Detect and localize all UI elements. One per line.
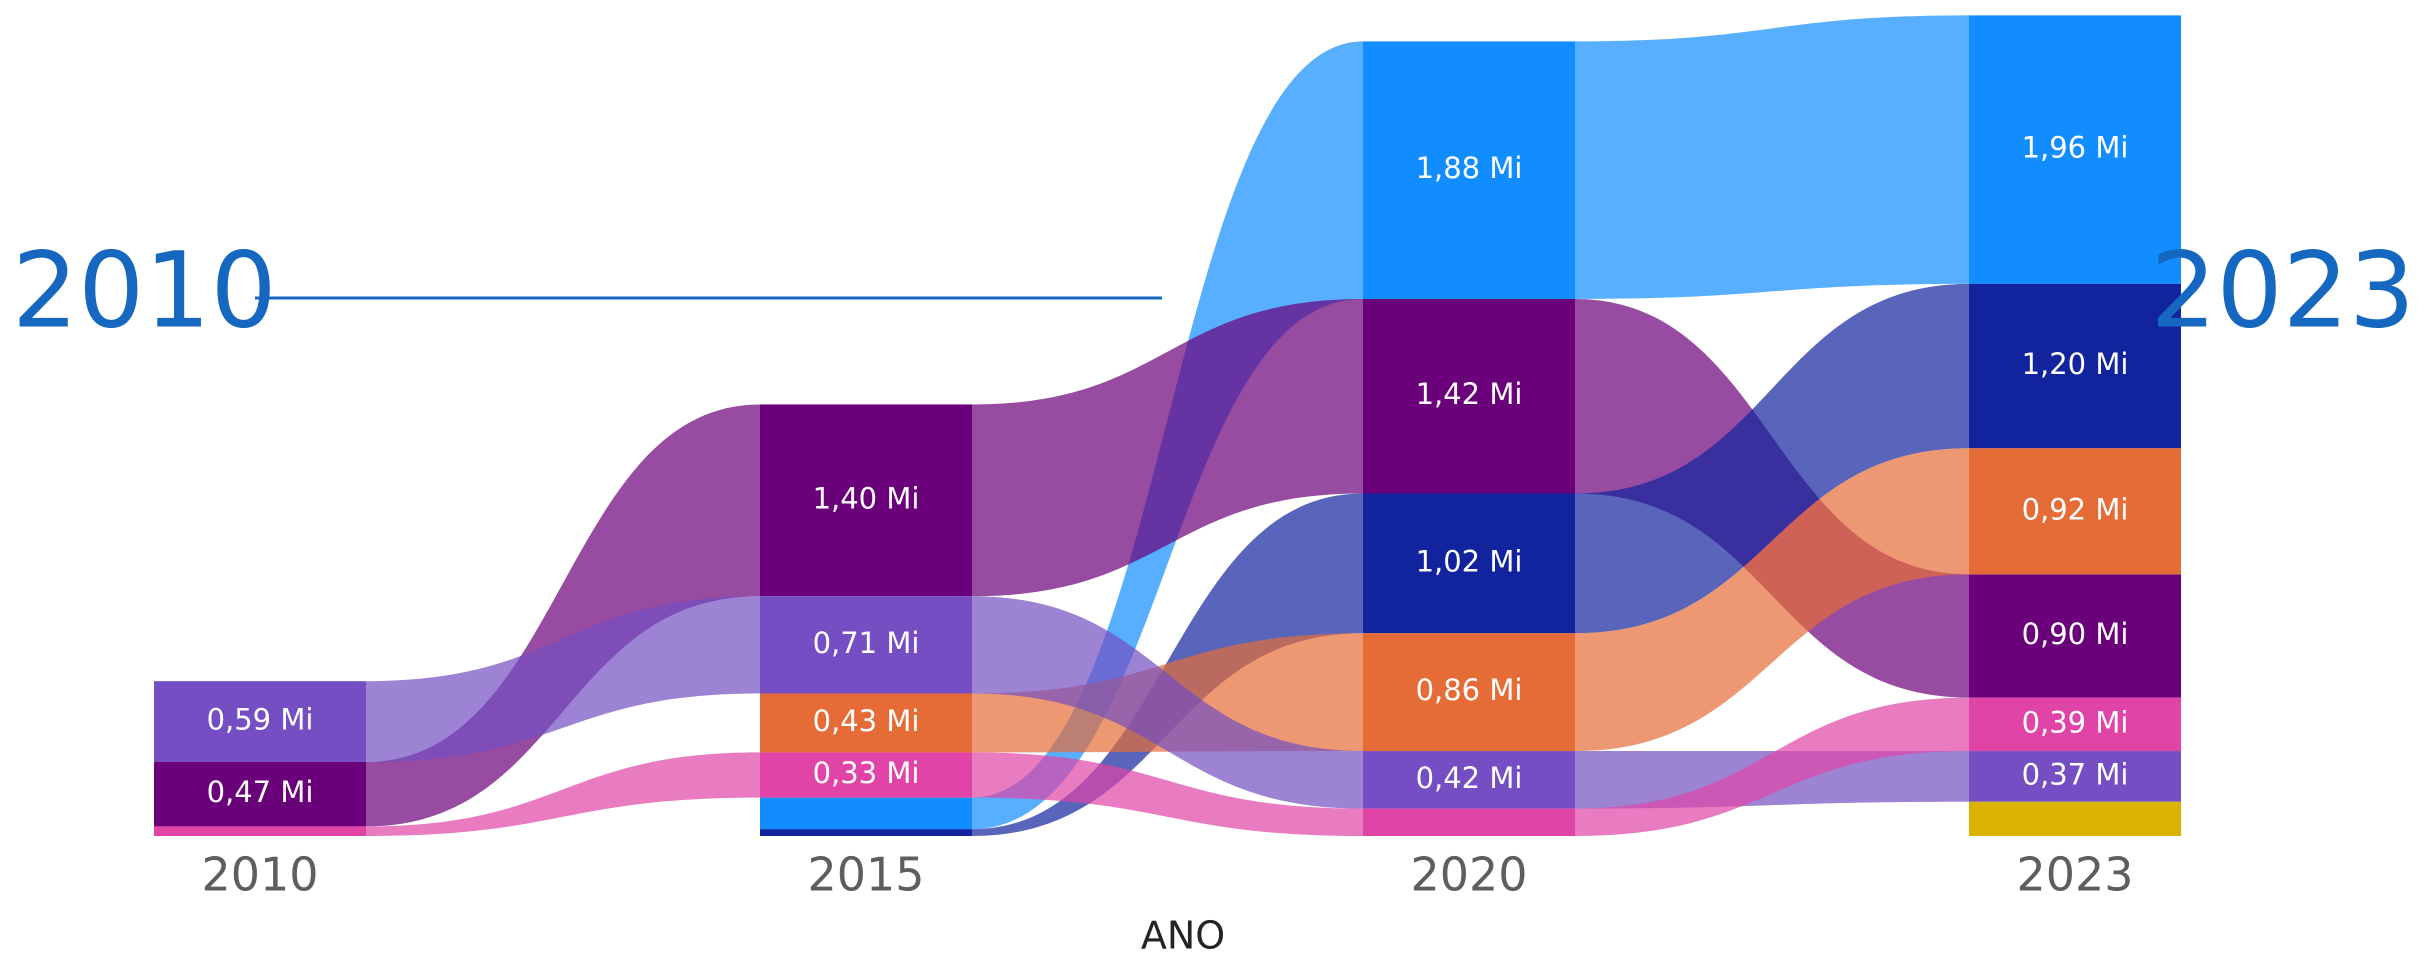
segment: [1363, 808, 1575, 836]
segment: [1969, 574, 2181, 698]
segment-label: 0,43 Mi: [813, 704, 920, 738]
ribbon: [1575, 15, 1969, 299]
segment: [760, 829, 972, 836]
segment-label: 0,71 Mi: [813, 626, 920, 660]
segment-label: 1,40 Mi: [813, 481, 920, 515]
segment-label: 1,42 Mi: [1416, 377, 1523, 411]
segment: [154, 762, 366, 827]
segment: [1969, 283, 2181, 449]
ribbon: [1575, 448, 1969, 752]
segment-label: 0,33 Mi: [813, 756, 920, 790]
segment-label: 0,59 Mi: [207, 703, 314, 737]
ribbon: [366, 752, 760, 836]
segment: [1969, 448, 2181, 575]
segment-label: 1,02 Mi: [1416, 544, 1523, 578]
ribbons: [366, 15, 1969, 836]
segment-label: 1,20 Mi: [2022, 347, 2129, 381]
ribbon: [1575, 283, 1969, 634]
range-end: 2023: [2150, 229, 2415, 351]
segment-label: 1,96 Mi: [2022, 131, 2129, 165]
segment-label: 0,39 Mi: [2022, 705, 2129, 739]
segments: 0,47 Mi 0,59 Mi 2010 1,40 Mi 0,43 Mi 0,71 Mi 0…: [154, 15, 2181, 902]
segment: [1969, 697, 2181, 752]
segment-label: 0,47 Mi: [207, 775, 314, 809]
ribbon: [366, 596, 760, 763]
segment: [154, 826, 366, 836]
segment: [760, 693, 972, 753]
x-tick-label: 2020: [1410, 848, 1527, 902]
segment: [1969, 801, 2181, 836]
segment: [154, 681, 366, 763]
x-tick-label: 2015: [807, 848, 924, 902]
segment-label: 0,92 Mi: [2022, 492, 2129, 526]
segment-label: 0,42 Mi: [1416, 761, 1523, 795]
range-start: 2010: [12, 229, 277, 351]
x-axis-title: ANO: [1141, 914, 1225, 958]
segment: [760, 404, 972, 597]
segment: [1969, 751, 2181, 802]
segment: [1363, 298, 1575, 494]
ribbon: [366, 404, 760, 827]
segment: [760, 596, 972, 694]
segment-label: 0,37 Mi: [2022, 757, 2129, 791]
segment-label: 0,90 Mi: [2022, 617, 2129, 651]
segment: [1969, 15, 2181, 284]
x-tick-label: 2010: [201, 848, 318, 902]
ribbon: [972, 298, 1363, 597]
segment: [1363, 41, 1575, 299]
segment: [1363, 493, 1575, 634]
ribbon: [972, 752, 1363, 836]
ribbon: [972, 596, 1363, 809]
x-tick-label: 2023: [2016, 848, 2133, 902]
segment: [760, 797, 972, 830]
segment: [1363, 633, 1575, 752]
segment: [760, 752, 972, 798]
segment-label: 1,88 Mi: [1416, 151, 1523, 185]
ribbon: [1575, 697, 1969, 836]
segment: [1363, 751, 1575, 809]
segment-label: 0,86 Mi: [1416, 673, 1523, 707]
